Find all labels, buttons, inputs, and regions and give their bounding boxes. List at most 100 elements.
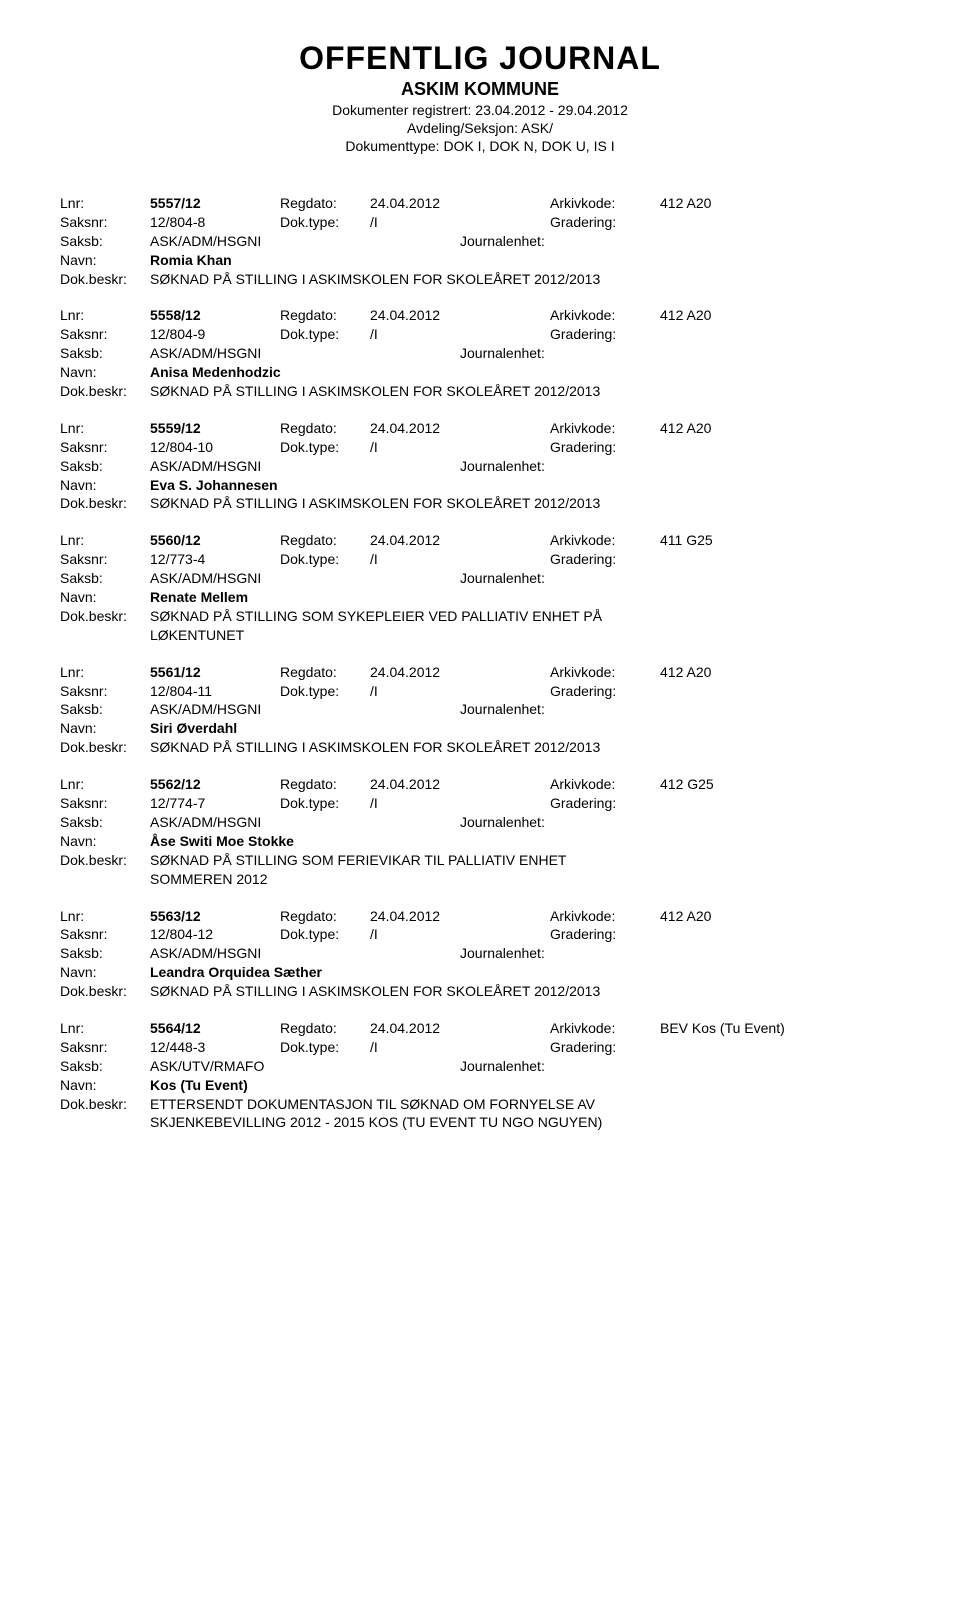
regdato-label: Regdato: <box>280 1019 370 1038</box>
doktype-value: /I <box>370 325 550 344</box>
regdato-label: Regdato: <box>280 419 370 438</box>
doktype-value: /I <box>370 438 550 457</box>
saksb-label: Saksb: <box>60 1057 150 1076</box>
navn-label: Navn: <box>60 251 150 270</box>
arkivkode-label: Arkivkode: <box>550 419 660 438</box>
lnr-value: 5560/12 <box>150 531 280 550</box>
lnr-value: 5564/12 <box>150 1019 280 1038</box>
gradering-value <box>660 682 900 701</box>
regdato-label: Regdato: <box>280 531 370 550</box>
navn-value: Anisa Medenhodzic <box>150 363 900 382</box>
saksb-label: Saksb: <box>60 700 150 719</box>
lnr-label: Lnr: <box>60 531 150 550</box>
navn-label: Navn: <box>60 832 150 851</box>
saksb-label: Saksb: <box>60 813 150 832</box>
arkivkode-value: BEV Kos (Tu Event) <box>660 1019 900 1038</box>
journalenhet-label: Journalenhet: <box>460 1057 570 1076</box>
gradering-value <box>660 213 900 232</box>
dokbeskr-value: SØKNAD PÅ STILLING I ASKIMSKOLEN FOR SKO… <box>150 270 900 289</box>
saksb-value: ASK/ADM/HSGNI <box>150 569 460 588</box>
navn-label: Navn: <box>60 588 150 607</box>
saksnr-label: Saksnr: <box>60 213 150 232</box>
dokbeskr-value: SØKNAD PÅ STILLING SOM FERIEVIKAR TIL PA… <box>150 851 900 870</box>
doktype-label: Dok.type: <box>280 550 370 569</box>
header-date-range: Dokumenter registrert: 23.04.2012 - 29.0… <box>60 102 900 118</box>
journalenhet-value <box>570 944 900 963</box>
saksnr-value: 12/804-8 <box>150 213 280 232</box>
dokbeskr-value: SØKNAD PÅ STILLING I ASKIMSKOLEN FOR SKO… <box>150 494 900 513</box>
lnr-label: Lnr: <box>60 775 150 794</box>
journalenhet-value <box>570 1057 900 1076</box>
doktype-value: /I <box>370 794 550 813</box>
saksnr-label: Saksnr: <box>60 438 150 457</box>
doktype-value: /I <box>370 1038 550 1057</box>
regdato-value: 24.04.2012 <box>370 531 550 550</box>
dokbeskr-label: Dok.beskr: <box>60 494 150 513</box>
navn-label: Navn: <box>60 1076 150 1095</box>
journalenhet-label: Journalenhet: <box>460 344 570 363</box>
navn-label: Navn: <box>60 963 150 982</box>
gradering-label: Gradering: <box>550 325 660 344</box>
header-doctype: Dokumenttype: DOK I, DOK N, DOK U, IS I <box>60 138 900 154</box>
dokbeskr-label: Dok.beskr: <box>60 1095 150 1114</box>
regdato-value: 24.04.2012 <box>370 419 550 438</box>
doktype-label: Dok.type: <box>280 682 370 701</box>
saksnr-value: 12/804-12 <box>150 925 280 944</box>
doktype-value: /I <box>370 213 550 232</box>
journalenhet-value <box>570 813 900 832</box>
saksb-label: Saksb: <box>60 569 150 588</box>
gradering-value <box>660 325 900 344</box>
journalenhet-label: Journalenhet: <box>460 813 570 832</box>
journalenhet-value <box>570 344 900 363</box>
navn-label: Navn: <box>60 476 150 495</box>
lnr-label: Lnr: <box>60 194 150 213</box>
arkivkode-label: Arkivkode: <box>550 1019 660 1038</box>
dokbeskr-label: Dok.beskr: <box>60 738 150 757</box>
arkivkode-label: Arkivkode: <box>550 531 660 550</box>
saksnr-label: Saksnr: <box>60 1038 150 1057</box>
arkivkode-value: 412 A20 <box>660 194 900 213</box>
regdato-label: Regdato: <box>280 306 370 325</box>
gradering-label: Gradering: <box>550 794 660 813</box>
lnr-label: Lnr: <box>60 306 150 325</box>
journal-entry: Lnr:5559/12Regdato:24.04.2012Arkivkode:4… <box>60 419 900 513</box>
doktype-label: Dok.type: <box>280 925 370 944</box>
navn-label: Navn: <box>60 363 150 382</box>
dokbeskr-value: SØKNAD PÅ STILLING SOM SYKEPLEIER VED PA… <box>150 607 900 626</box>
sub-title: ASKIM KOMMUNE <box>60 79 900 100</box>
dokbeskr-label: Dok.beskr: <box>60 851 150 870</box>
saksnr-value: 12/774-7 <box>150 794 280 813</box>
doktype-value: /I <box>370 682 550 701</box>
navn-value: Romia Khan <box>150 251 900 270</box>
journalenhet-label: Journalenhet: <box>460 700 570 719</box>
gradering-value <box>660 550 900 569</box>
journalenhet-label: Journalenhet: <box>460 944 570 963</box>
dokbeskr-value: SØKNAD PÅ STILLING I ASKIMSKOLEN FOR SKO… <box>150 382 900 401</box>
gradering-label: Gradering: <box>550 1038 660 1057</box>
gradering-label: Gradering: <box>550 682 660 701</box>
journalenhet-value <box>570 232 900 251</box>
arkivkode-value: 412 A20 <box>660 419 900 438</box>
arkivkode-label: Arkivkode: <box>550 775 660 794</box>
dokbeskr-value: ETTERSENDT DOKUMENTASJON TIL SØKNAD OM F… <box>150 1095 900 1114</box>
journal-entry: Lnr:5560/12Regdato:24.04.2012Arkivkode:4… <box>60 531 900 644</box>
regdato-value: 24.04.2012 <box>370 194 550 213</box>
arkivkode-label: Arkivkode: <box>550 194 660 213</box>
dokbeskr-label: Dok.beskr: <box>60 982 150 1001</box>
journal-entry: Lnr:5561/12Regdato:24.04.2012Arkivkode:4… <box>60 663 900 757</box>
dokbeskr-label: Dok.beskr: <box>60 607 150 626</box>
gradering-label: Gradering: <box>550 925 660 944</box>
saksnr-value: 12/804-11 <box>150 682 280 701</box>
lnr-value: 5558/12 <box>150 306 280 325</box>
regdato-label: Regdato: <box>280 775 370 794</box>
arkivkode-value: 412 G25 <box>660 775 900 794</box>
arkivkode-label: Arkivkode: <box>550 306 660 325</box>
saksb-label: Saksb: <box>60 344 150 363</box>
lnr-value: 5559/12 <box>150 419 280 438</box>
saksnr-label: Saksnr: <box>60 325 150 344</box>
saksnr-value: 12/773-4 <box>150 550 280 569</box>
doktype-label: Dok.type: <box>280 1038 370 1057</box>
arkivkode-label: Arkivkode: <box>550 907 660 926</box>
doktype-label: Dok.type: <box>280 325 370 344</box>
regdato-value: 24.04.2012 <box>370 775 550 794</box>
